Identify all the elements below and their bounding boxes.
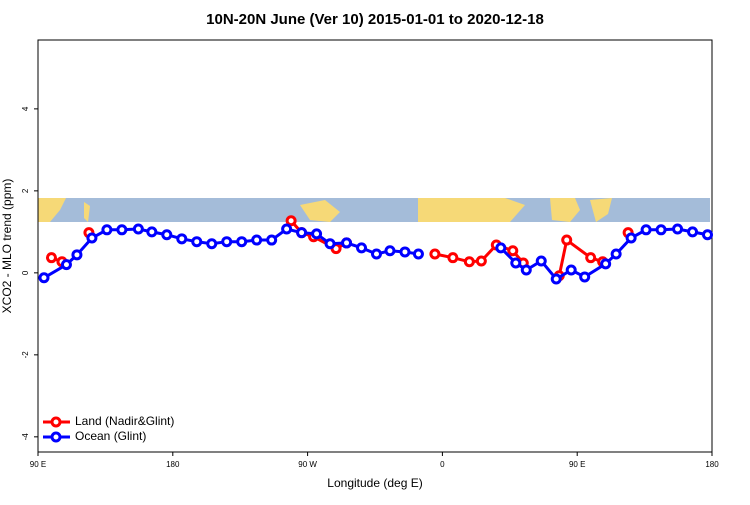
legend-label: Ocean (Glint)	[75, 429, 146, 443]
point	[507, 245, 519, 257]
map-strip	[38, 198, 710, 222]
point	[447, 252, 459, 264]
y-axis-label: XCO2 - MLO trend (ppm)	[0, 179, 14, 314]
point	[324, 238, 336, 250]
map-land	[590, 198, 612, 222]
point	[146, 226, 158, 238]
point	[296, 227, 308, 239]
y-tick-label: -4	[21, 433, 30, 441]
point	[71, 249, 83, 261]
point	[463, 256, 475, 268]
y-tick-label: 0	[21, 270, 30, 275]
point	[655, 224, 667, 236]
point	[161, 229, 173, 241]
x-tick-label: 90 E	[569, 460, 585, 469]
point	[384, 245, 396, 257]
map-land	[550, 198, 580, 222]
point	[101, 224, 113, 236]
x-axis-label: Longitude (deg E)	[327, 476, 422, 490]
point	[399, 246, 411, 258]
map-land	[84, 202, 90, 222]
point	[535, 255, 547, 267]
legend-marker	[50, 416, 62, 428]
legend-label: Land (Nadir&Glint)	[75, 414, 174, 428]
x-tick-label: 180	[705, 460, 719, 469]
map-land	[38, 198, 66, 222]
point	[520, 264, 532, 276]
plot-frame	[37, 39, 713, 453]
map-land	[300, 200, 340, 222]
point	[45, 252, 57, 264]
point	[251, 234, 263, 246]
point	[266, 234, 278, 246]
point	[285, 215, 297, 227]
point	[356, 242, 368, 254]
point	[579, 271, 591, 283]
point	[550, 273, 562, 285]
point	[610, 248, 622, 260]
point	[412, 248, 424, 260]
point	[60, 259, 72, 271]
point	[625, 232, 637, 244]
point	[687, 226, 699, 238]
x-tick-label: 90 W	[298, 460, 317, 469]
point	[86, 232, 98, 244]
point	[672, 223, 684, 235]
y-tick-label: 4	[21, 106, 30, 111]
point	[702, 229, 714, 241]
point	[600, 258, 612, 270]
point	[370, 248, 382, 260]
chart-title: 10N-20N June (Ver 10) 2015-01-01 to 2020…	[206, 11, 544, 28]
point	[191, 236, 203, 248]
point	[311, 228, 323, 240]
point	[132, 223, 144, 235]
x-tick-label: 0	[440, 460, 445, 469]
map-land	[418, 198, 525, 222]
point	[176, 233, 188, 245]
point	[565, 264, 577, 276]
point	[221, 236, 233, 248]
y-tick-label: -2	[21, 351, 30, 359]
point	[510, 257, 522, 269]
point	[236, 236, 248, 248]
point	[495, 242, 507, 254]
point	[38, 272, 50, 284]
point	[640, 224, 652, 236]
y-tick-label: 2	[21, 188, 30, 193]
point	[585, 252, 597, 264]
point	[341, 237, 353, 249]
x-tick-label: 90 E	[30, 460, 46, 469]
point	[206, 238, 218, 250]
point	[116, 224, 128, 236]
legend-marker	[50, 431, 62, 443]
point	[429, 248, 441, 260]
point	[281, 223, 293, 235]
point	[475, 255, 487, 267]
x-tick-label: 180	[166, 460, 180, 469]
point	[561, 234, 573, 246]
